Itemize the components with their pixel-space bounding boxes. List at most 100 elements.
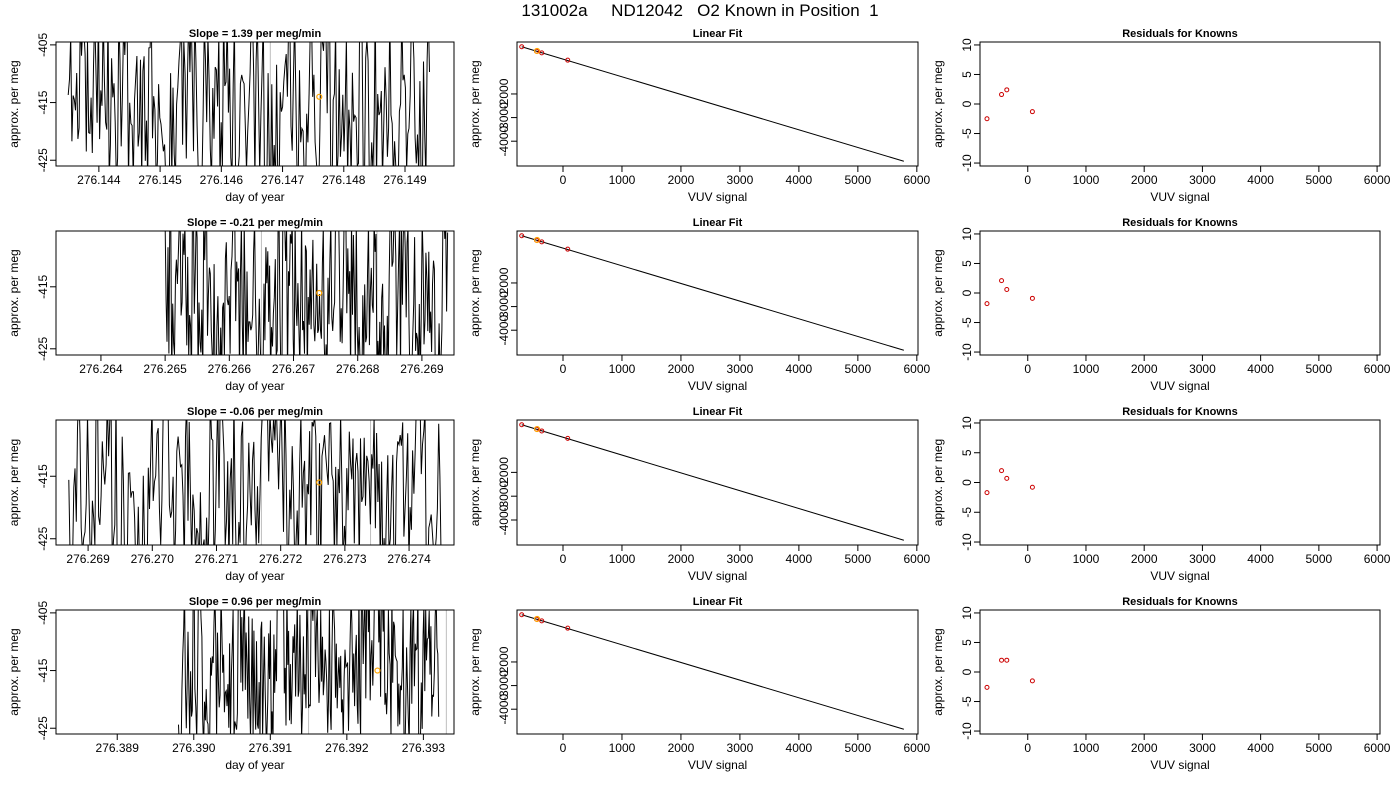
panel-title: Slope = 1.39 per meg/min — [189, 28, 322, 40]
x-tick-label: 2000 — [668, 362, 695, 376]
x-tick-label: 276.268 — [336, 362, 380, 376]
panel-11: 0 1000 2000 3000 4000 5000 6000 -10 -5 0 5 10 Residu… — [931, 406, 1391, 583]
x-tick-label: 276.145 — [138, 173, 182, 187]
panel-title: Residuals for Knowns — [1122, 217, 1238, 229]
panel-8: 0 1000 2000 3000 4000 5000 6000 -2000-3000-4000… — [468, 596, 930, 772]
x-tick-label: 5000 — [1306, 362, 1333, 376]
fit-point — [539, 428, 545, 434]
x-tick-label: 4000 — [1247, 741, 1274, 755]
y-tick-label: -415 — [36, 90, 50, 114]
x-tick-label: 3000 — [1189, 741, 1216, 755]
sample-marker — [533, 236, 541, 244]
plot-area — [984, 468, 1035, 496]
plot-frame — [979, 41, 1381, 167]
y-axis-label: approx. per meg — [468, 60, 482, 147]
x-tick-label: 2000 — [668, 741, 695, 755]
y-tick-label: -5 — [960, 696, 974, 707]
x-tick-label: 276.273 — [323, 552, 367, 566]
x-tick-label: 3000 — [1189, 173, 1216, 187]
plot-area — [519, 44, 904, 162]
y-tick-label: -2000 — [497, 457, 511, 488]
x-tick-label: 1000 — [1073, 552, 1100, 566]
x-tick-label: 4000 — [786, 741, 813, 755]
plot-frame — [516, 609, 919, 735]
plot-frame — [979, 230, 1381, 356]
x-tick-label: 4000 — [786, 173, 813, 187]
residual-point — [999, 468, 1005, 474]
panel-9: 0 1000 2000 3000 4000 5000 6000 -10 -5 0 5 10 Residu… — [931, 28, 1391, 204]
residual-point — [1029, 295, 1035, 301]
x-axis-label: VUV signal — [688, 569, 747, 583]
y-tick-label: 5 — [960, 639, 974, 646]
panel-12: 0 1000 2000 3000 4000 5000 6000 -10 -5 0 5 10 Residu… — [931, 596, 1391, 772]
x-axis-label: VUV signal — [1150, 758, 1209, 772]
x-tick-label: 5000 — [1306, 741, 1333, 755]
x-tick-label: 276.390 — [172, 741, 216, 755]
panel-1: 276.144 276.145 276.146 276.147 276.148 276.1… — [7, 28, 455, 204]
x-tick-label: 276.269 — [400, 362, 444, 376]
x-tick-label: 0 — [1024, 362, 1031, 376]
y-tick-label: -5 — [960, 507, 974, 518]
figure-title: 131002a ND12042 O2 Known in Position 1 — [521, 1, 879, 20]
signal-trace — [68, 420, 442, 545]
x-tick-label: 6000 — [903, 741, 930, 755]
residual-point — [999, 92, 1005, 98]
x-tick-label: 5000 — [844, 552, 871, 566]
x-axis-label: VUV signal — [1150, 379, 1209, 393]
panel-5: 0 1000 2000 3000 4000 5000 6000 -2000-3000-4000… — [468, 28, 930, 204]
fit-point — [565, 625, 571, 631]
x-tick-label: 276.265 — [143, 362, 187, 376]
residual-point — [1029, 678, 1035, 684]
x-tick-label: 0 — [1024, 741, 1031, 755]
x-tick-label: 0 — [1024, 173, 1031, 187]
panel-title: Residuals for Knowns — [1122, 596, 1238, 608]
x-tick-label: 276.274 — [387, 552, 431, 566]
residual-point — [999, 657, 1005, 663]
x-tick-label: 3000 — [1189, 552, 1216, 566]
x-tick-label: 3000 — [727, 173, 754, 187]
y-axis-label: approx. per meg — [931, 249, 945, 336]
fit-line — [521, 614, 904, 730]
y-tick-label: -3000 — [497, 481, 511, 512]
y-tick-label: -2000 — [497, 646, 511, 677]
y-axis-label: approx. per meg — [468, 628, 482, 715]
y-tick-label: -10 — [960, 154, 974, 172]
plot-area — [984, 657, 1035, 690]
residual-point — [999, 278, 1005, 284]
panel-2: 276.264 276.265 276.266 276.267 276.268 276.2… — [7, 217, 455, 393]
y-tick-label: 0 — [960, 100, 974, 107]
x-tick-label: 1000 — [609, 173, 636, 187]
x-axis-label: VUV signal — [688, 758, 747, 772]
x-tick-label: 276.272 — [259, 552, 303, 566]
y-tick-label: -4000 — [497, 315, 511, 346]
y-tick-label: -2000 — [497, 78, 511, 109]
y-tick-label: 10 — [960, 227, 974, 241]
x-tick-label: 2000 — [668, 552, 695, 566]
signal-trace — [178, 610, 440, 734]
y-tick-label: 0 — [960, 289, 974, 296]
x-axis-label: VUV signal — [688, 379, 747, 393]
x-tick-label: 3000 — [1189, 362, 1216, 376]
panel-title: Linear Fit — [693, 217, 743, 229]
y-tick-label: 10 — [960, 606, 974, 620]
x-tick-label: 5000 — [1306, 552, 1333, 566]
residual-point — [1004, 657, 1010, 663]
signal-trace — [164, 231, 449, 355]
x-axis-label: day of year — [225, 569, 284, 583]
plot-frame — [516, 41, 919, 167]
plot-frame — [55, 230, 455, 356]
y-tick-label: -4000 — [497, 126, 511, 157]
plot-area — [984, 87, 1035, 122]
x-tick-label: 2000 — [1131, 741, 1158, 755]
residual-point — [984, 490, 990, 496]
x-tick-label: 5000 — [844, 741, 871, 755]
mean-marker — [316, 289, 323, 297]
residual-point — [1004, 475, 1010, 481]
y-tick-label: -425 — [36, 716, 50, 740]
residual-point — [984, 684, 990, 690]
y-tick-label: -10 — [960, 343, 974, 361]
y-axis-label: approx. per meg — [7, 628, 21, 715]
x-tick-label: 3000 — [727, 552, 754, 566]
x-tick-label: 276.146 — [200, 173, 244, 187]
